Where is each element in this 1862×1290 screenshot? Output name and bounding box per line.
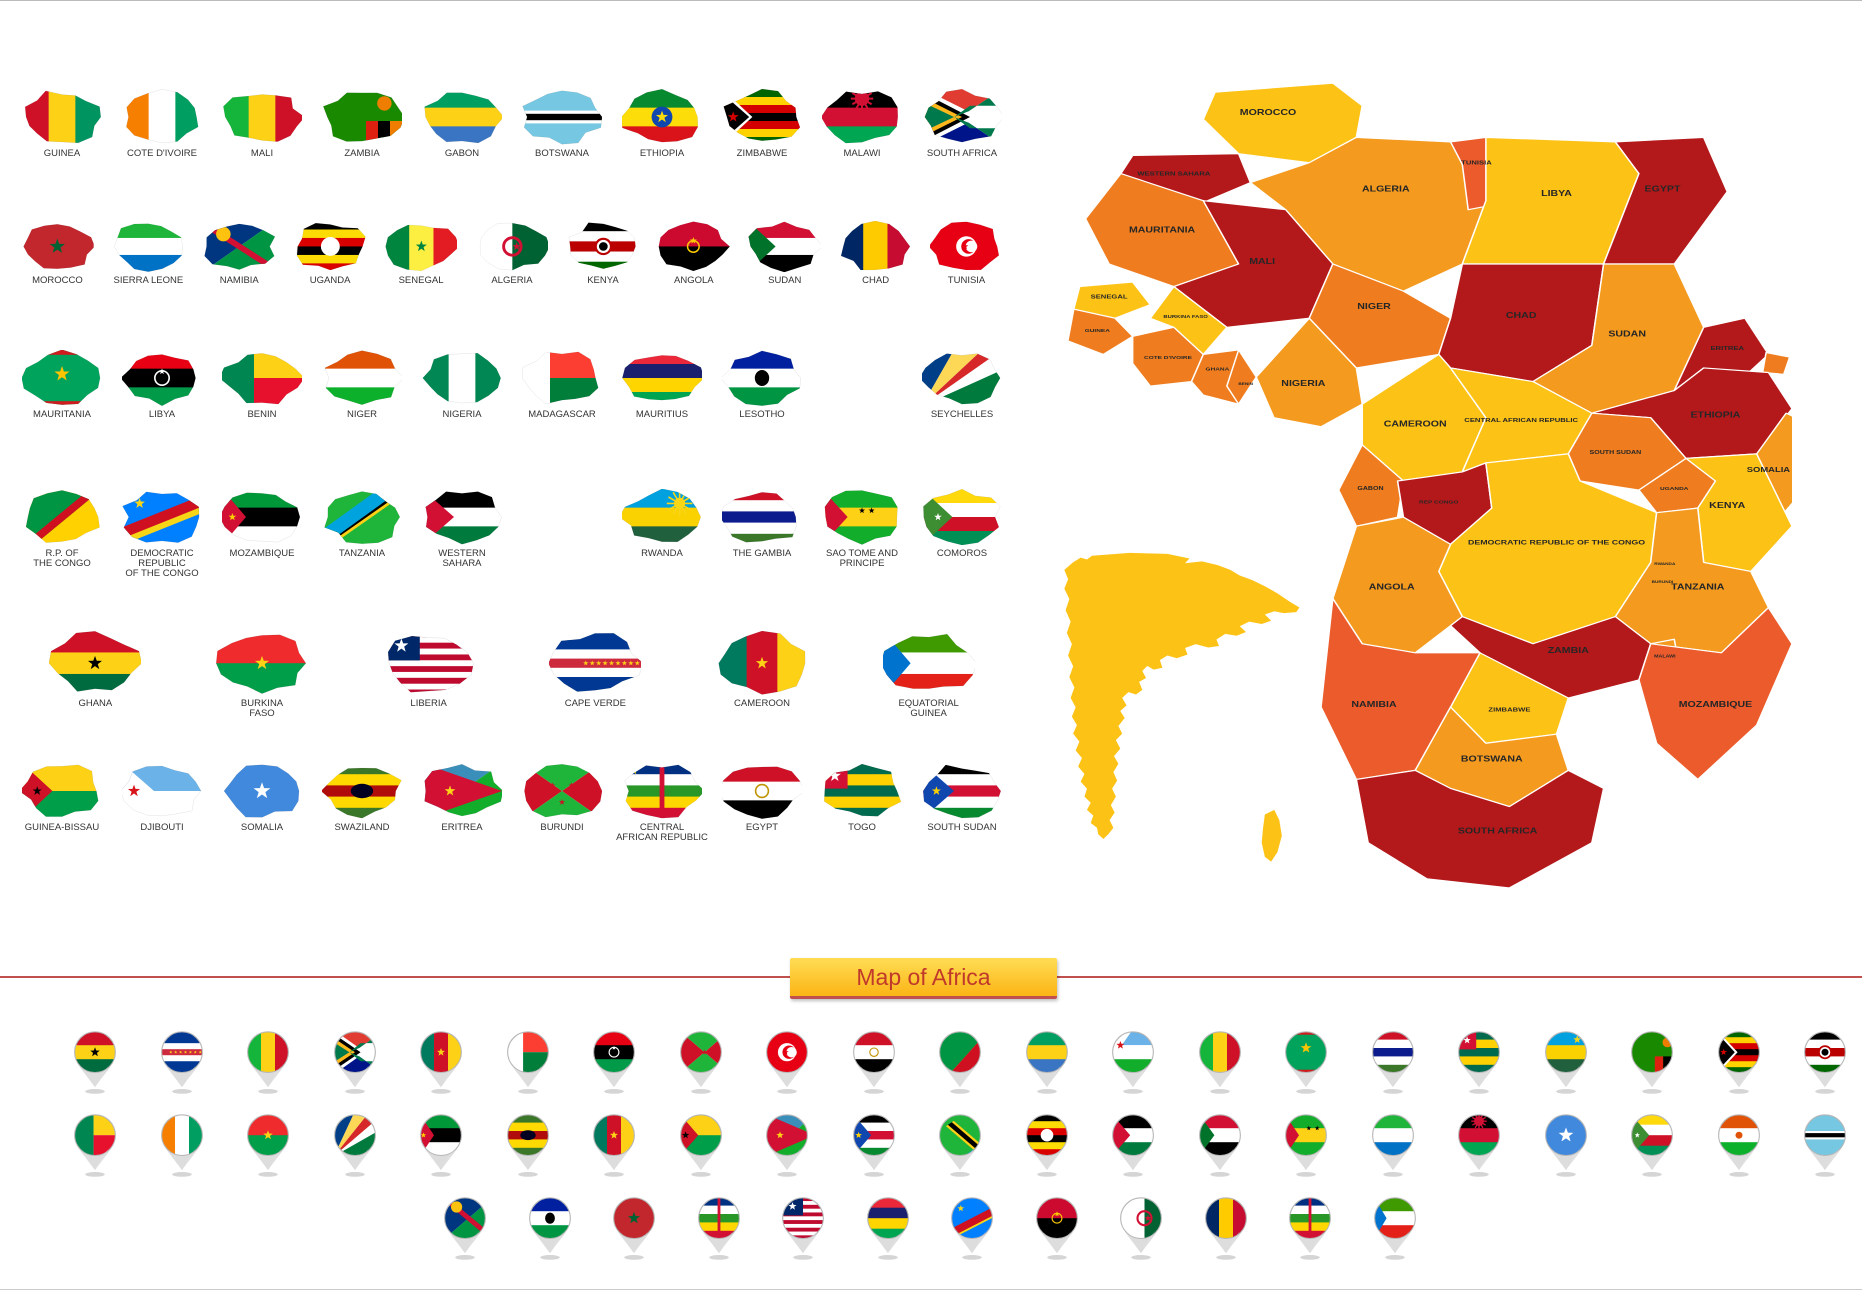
svg-text:SOUTH SUDAN: SOUTH SUDAN [1590, 450, 1642, 456]
svg-text:EGYPT: EGYPT [1645, 185, 1681, 194]
svg-text:BENIN: BENIN [1238, 382, 1253, 386]
svg-text:TANZANIA: TANZANIA [1671, 583, 1725, 592]
svg-text:MALAWI: MALAWI [1654, 654, 1675, 659]
svg-text:BURKINA FASO: BURKINA FASO [1163, 315, 1207, 320]
svg-text:SENEGAL: SENEGAL [1091, 294, 1128, 300]
svg-text:ZIMBABWE: ZIMBABWE [1488, 707, 1531, 713]
svg-text:NAMIBIA: NAMIBIA [1351, 700, 1396, 709]
svg-text:SOMALIA: SOMALIA [1747, 465, 1790, 474]
svg-text:MOROCCO: MOROCCO [1240, 108, 1296, 117]
svg-text:KENYA: KENYA [1709, 501, 1745, 510]
svg-text:COTE D'IVOIRE: COTE D'IVOIRE [1144, 355, 1192, 360]
svg-text:RWANDA: RWANDA [1654, 562, 1675, 566]
svg-text:CHAD: CHAD [1506, 311, 1537, 320]
svg-text:GHANA: GHANA [1206, 367, 1231, 372]
svg-text:TUNISIA: TUNISIA [1461, 160, 1492, 166]
svg-text:REP CONGO: REP CONGO [1419, 500, 1459, 505]
svg-text:NIGERIA: NIGERIA [1281, 379, 1325, 388]
svg-text:BOTSWANA: BOTSWANA [1461, 754, 1523, 763]
svg-text:SUDAN: SUDAN [1608, 329, 1646, 338]
svg-text:ALGERIA: ALGERIA [1362, 185, 1410, 194]
svg-text:ANGOLA: ANGOLA [1369, 583, 1415, 592]
svg-text:ZAMBIA: ZAMBIA [1548, 646, 1589, 655]
svg-text:WESTERN SAHARA: WESTERN SAHARA [1137, 171, 1210, 177]
svg-text:ERITREA: ERITREA [1710, 346, 1744, 352]
svg-text:GUINEA: GUINEA [1085, 328, 1111, 333]
svg-text:GABON: GABON [1357, 486, 1384, 492]
svg-text:DEMOCRATIC REPUBLIC OF THE CON: DEMOCRATIC REPUBLIC OF THE CONGO [1468, 538, 1645, 546]
svg-text:SOUTH AFRICA: SOUTH AFRICA [1458, 827, 1538, 836]
svg-text:LIBYA: LIBYA [1541, 189, 1572, 198]
svg-text:UGANDA: UGANDA [1660, 487, 1689, 492]
svg-text:CAMEROON: CAMEROON [1384, 420, 1447, 429]
svg-text:CENTRAL AFRICAN REPUBLIC: CENTRAL AFRICAN REPUBLIC [1464, 418, 1578, 424]
svg-text:BURUNDI: BURUNDI [1652, 580, 1674, 584]
svg-text:ETHIOPIA: ETHIOPIA [1690, 411, 1740, 420]
svg-text:MAURITANIA: MAURITANIA [1129, 225, 1195, 234]
svg-text:MOZAMBIQUE: MOZAMBIQUE [1679, 700, 1753, 709]
svg-text:MALI: MALI [1249, 257, 1275, 266]
svg-text:NIGER: NIGER [1357, 302, 1391, 311]
